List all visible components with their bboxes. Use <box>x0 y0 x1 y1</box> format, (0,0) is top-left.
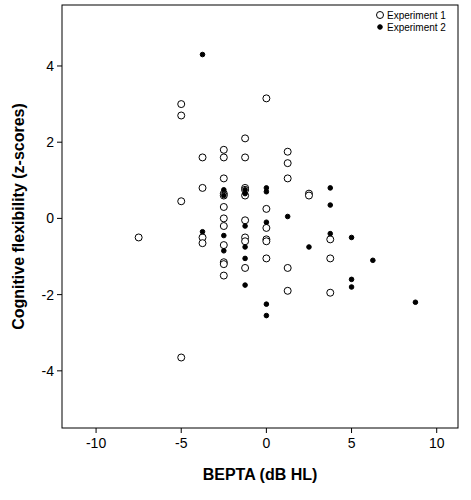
point <box>328 203 333 208</box>
point <box>222 233 227 238</box>
point <box>371 258 376 263</box>
y-tick <box>57 370 62 371</box>
point <box>220 242 227 249</box>
y-tick-label: 4 <box>46 58 54 74</box>
legend-label: Experiment 2 <box>387 22 446 33</box>
point <box>220 215 227 222</box>
point <box>199 154 206 161</box>
y-tick-label: 2 <box>46 134 54 150</box>
point <box>243 224 248 229</box>
x-tick <box>266 428 267 433</box>
point <box>222 188 227 193</box>
point <box>413 300 418 305</box>
point <box>243 256 248 261</box>
y-tick-label: 0 <box>46 210 54 226</box>
point <box>242 135 249 142</box>
y-tick <box>57 218 62 219</box>
point <box>178 112 185 119</box>
point <box>263 238 270 245</box>
x-tick <box>96 428 97 433</box>
point <box>178 354 185 361</box>
plot-frame <box>62 5 458 428</box>
point <box>263 95 270 102</box>
point <box>284 160 291 167</box>
point <box>222 248 227 253</box>
point <box>220 146 227 153</box>
point <box>264 220 269 225</box>
y-tick <box>57 142 62 143</box>
point <box>307 245 312 250</box>
x-tick-label: -5 <box>175 435 188 451</box>
y-tick-label: -2 <box>42 287 55 303</box>
point <box>263 255 270 262</box>
x-tick-label: -10 <box>86 435 106 451</box>
points <box>135 52 418 361</box>
point <box>178 198 185 205</box>
point <box>222 193 227 198</box>
legend-marker <box>377 12 384 19</box>
point <box>200 52 205 57</box>
point <box>199 184 206 191</box>
point <box>284 148 291 155</box>
point <box>264 189 269 194</box>
point <box>264 302 269 307</box>
x-tick-label: 10 <box>429 435 445 451</box>
y-tick <box>57 65 62 66</box>
point <box>349 277 354 282</box>
point <box>220 175 227 182</box>
point <box>349 285 354 290</box>
point <box>327 255 334 262</box>
background <box>0 0 471 500</box>
legend: Experiment 1Experiment 2 <box>377 10 447 33</box>
point <box>328 186 333 191</box>
x-tick <box>181 428 182 433</box>
point <box>220 223 227 230</box>
point <box>178 101 185 108</box>
point <box>327 289 334 296</box>
chart: -10 -5 0 5 10 -4 -2 0 2 4 BEPTA (dB HL) Cognitive f… <box>0 0 471 500</box>
point <box>284 175 291 182</box>
point <box>220 261 227 268</box>
point <box>220 192 227 199</box>
point <box>305 192 312 199</box>
point <box>243 245 248 250</box>
point <box>243 191 248 196</box>
point <box>242 238 249 245</box>
point <box>242 264 249 271</box>
point <box>263 224 270 231</box>
point <box>242 217 249 224</box>
point <box>200 229 205 234</box>
point <box>285 214 290 219</box>
point <box>349 235 354 240</box>
point <box>263 205 270 212</box>
point <box>220 203 227 210</box>
legend-label: Experiment 1 <box>387 10 446 21</box>
y-tick <box>57 294 62 295</box>
point <box>264 313 269 318</box>
point <box>242 154 249 161</box>
point <box>199 240 206 247</box>
x-tick-label: 5 <box>348 435 356 451</box>
y-axis-label: Cognitive flexibility (z-scores) <box>10 103 27 330</box>
x-axis-label: BEPTA (dB HL) <box>203 466 318 483</box>
point <box>284 264 291 271</box>
x-tick-label: 0 <box>262 435 270 451</box>
point <box>243 283 248 288</box>
point <box>328 231 333 236</box>
point <box>242 192 249 199</box>
point <box>220 272 227 279</box>
y-tick-label: -4 <box>42 363 55 379</box>
point <box>135 234 142 241</box>
legend-marker <box>378 25 383 30</box>
x-tick <box>436 428 437 433</box>
x-tick <box>351 428 352 433</box>
point <box>327 236 334 243</box>
point <box>284 287 291 294</box>
point <box>220 154 227 161</box>
